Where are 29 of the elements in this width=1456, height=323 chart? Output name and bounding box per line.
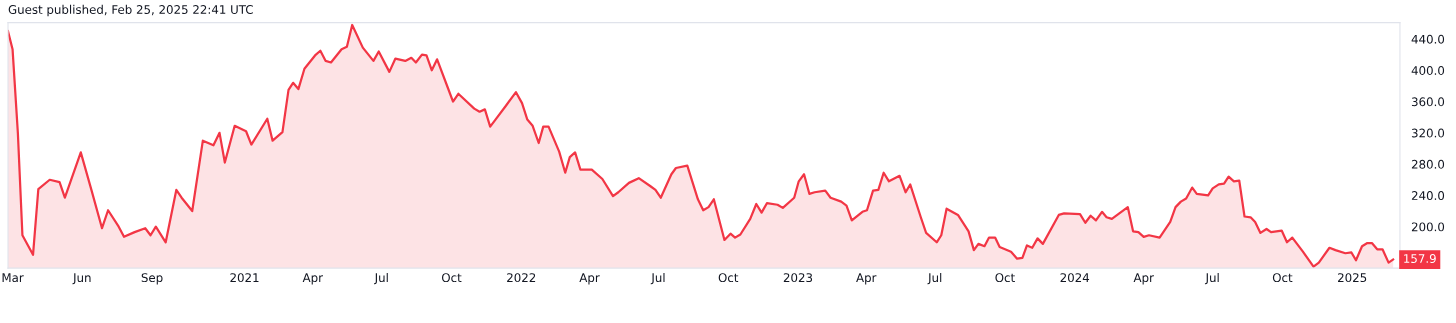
x-tick-label: Apr	[579, 273, 600, 285]
x-tick-label: 2022	[507, 273, 536, 283]
x-tick-label: Oct	[995, 273, 1015, 283]
y-tick-label: 200.0	[1411, 222, 1445, 232]
x-tick-label: Jul	[927, 272, 942, 285]
x-tick-label: Jul	[1204, 272, 1219, 285]
x-tick-label: Oct	[718, 273, 739, 283]
y-tick-label: 320.0	[1411, 128, 1445, 138]
y-tick-label: 360.0	[1411, 97, 1445, 107]
y-tick-label: 240.0	[1411, 191, 1445, 201]
chart-title: Guest published, Feb 25, 2025 22:41 UTC	[8, 4, 253, 17]
y-tick-label: 440.0	[1411, 34, 1445, 44]
x-tick-label: Apr	[302, 273, 323, 285]
data-label: 157.9	[1404, 254, 1436, 263]
x-tick-label: Oct	[441, 273, 462, 283]
x-tick-label: 2024	[1060, 273, 1090, 283]
x-tick-label: Sep	[141, 273, 163, 285]
x-tick-label: 2025	[1338, 273, 1367, 283]
x-tick-label: Mar	[2, 273, 24, 283]
x-tick-label: Jun	[72, 273, 91, 285]
x-tick-label: 2023	[783, 273, 813, 283]
x-tick-label: Apr	[856, 273, 877, 285]
x-tick-label: Jul	[650, 272, 665, 285]
x-tick-label: Jul	[374, 272, 388, 285]
x-tick-label: Apr	[1133, 273, 1154, 285]
x-tick-label: Oct	[1272, 273, 1293, 283]
y-tick-label: 400.0	[1411, 66, 1445, 75]
x-tick-label: 2021	[230, 273, 259, 283]
y-tick-label: 280.0	[1411, 159, 1445, 169]
